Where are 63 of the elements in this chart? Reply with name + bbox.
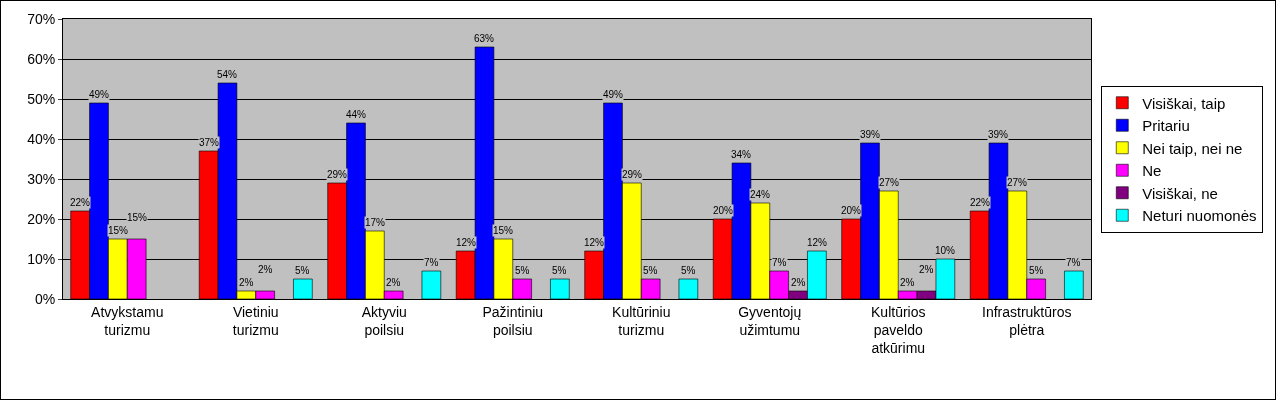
data-label: 44% — [346, 109, 367, 120]
data-label: 39% — [860, 129, 881, 140]
data-label: 37% — [199, 137, 220, 148]
data-label: 39% — [988, 129, 1009, 140]
data-label: 29% — [622, 169, 643, 180]
data-label: 29% — [327, 169, 348, 180]
data-label: 2% — [386, 277, 401, 288]
data-label: 24% — [750, 189, 771, 200]
x-tick-label: Atvykstamu turizmu — [91, 303, 164, 338]
data-label: 22% — [70, 197, 91, 208]
data-label: 2% — [258, 264, 273, 275]
data-label: 27% — [879, 177, 900, 188]
x-tick-label: Vietiniu turizmu — [232, 303, 279, 338]
x-tick-label: Pažintiniu poilsiu — [482, 303, 544, 338]
data-label: 5% — [552, 265, 567, 276]
data-label: 49% — [603, 89, 624, 100]
data-label: 5% — [643, 265, 658, 276]
legend-label: Ne — [1142, 162, 1162, 180]
data-label: 12% — [456, 237, 477, 248]
data-label: 12% — [584, 237, 605, 248]
x-tick-label: Kultūriniu turizmu — [612, 303, 671, 338]
y-tick-label: 40% — [27, 130, 56, 147]
data-label: 49% — [89, 89, 110, 100]
legend-label: Visiškai, ne — [1142, 184, 1218, 202]
data-label: 5% — [681, 265, 696, 276]
y-tick-label: 60% — [27, 50, 56, 67]
y-tick-label: 50% — [27, 90, 56, 107]
data-label: 20% — [841, 205, 862, 216]
data-label: 5% — [295, 265, 310, 276]
data-label: 27% — [1007, 177, 1028, 188]
y-tick-label: 10% — [27, 250, 56, 267]
legend-label: Pritariu — [1142, 117, 1190, 135]
data-label: 2% — [791, 277, 806, 288]
data-label: 17% — [365, 217, 386, 228]
data-label: 63% — [474, 33, 495, 44]
data-label: 15% — [127, 212, 148, 223]
data-label: 22% — [970, 197, 991, 208]
x-tick-label: Aktyviu poilsiu — [361, 303, 407, 338]
data-label: 12% — [807, 237, 828, 248]
x-tick-label: Infrastruktūros plėtra — [982, 303, 1072, 338]
data-label: 5% — [1029, 265, 1044, 276]
y-tick-label: 30% — [27, 170, 56, 187]
data-label: 10% — [935, 245, 956, 256]
data-label: 7% — [772, 257, 787, 268]
legend-label: Nei taip, nei ne — [1142, 139, 1243, 157]
x-tick-label: Gyventojų užimtumu — [738, 303, 802, 338]
data-label: 20% — [713, 205, 734, 216]
legend-label: Visiškai, taip — [1142, 94, 1226, 112]
y-tick-label: 0% — [34, 290, 56, 307]
data-label: 5% — [515, 265, 530, 276]
legend-label: Neturi nuomonės — [1142, 207, 1257, 225]
y-tick-label: 70% — [27, 10, 56, 27]
data-label: 34% — [731, 149, 752, 160]
data-label: 2% — [900, 277, 915, 288]
data-label: 2% — [239, 277, 254, 288]
data-label: 7% — [424, 257, 439, 268]
data-label: 2% — [919, 264, 934, 275]
y-tick-label: 20% — [27, 210, 56, 227]
x-tick-label: Kultūrios paveldo atkūrimu — [871, 303, 926, 357]
data-label: 15% — [493, 225, 514, 236]
data-label: 54% — [217, 69, 238, 80]
data-label: 15% — [108, 225, 129, 236]
data-label: 7% — [1066, 257, 1081, 268]
